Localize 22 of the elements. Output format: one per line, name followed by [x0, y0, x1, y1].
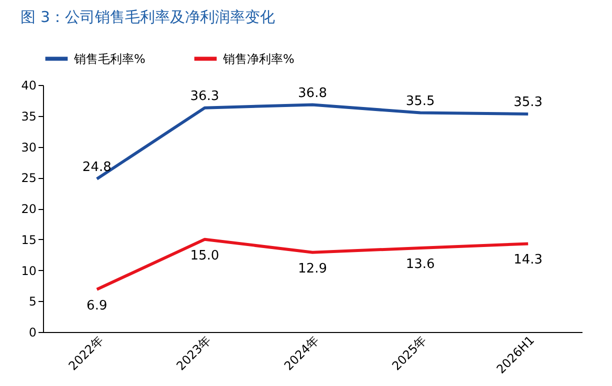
data-label: 35.3 — [514, 95, 543, 110]
data-label: 12.9 — [298, 261, 327, 276]
data-label: 36.8 — [298, 86, 327, 101]
legend-label: 销售毛利率% — [73, 52, 146, 66]
legend-label: 销售净利率% — [222, 52, 294, 66]
data-label: 36.3 — [190, 88, 220, 104]
y-tick-label: 10 — [21, 264, 36, 278]
data-label: 14.3 — [514, 252, 543, 268]
data-label: 24.8 — [82, 160, 112, 175]
data-label: 35.5 — [406, 94, 435, 109]
y-tick-label: 40 — [21, 78, 36, 92]
y-tick-label: 0 — [28, 326, 36, 340]
data-label: 13.6 — [406, 257, 435, 272]
y-tick-label: 5 — [28, 294, 36, 309]
y-tick-label: 30 — [21, 140, 36, 154]
data-label: 15.0 — [190, 248, 220, 264]
y-tick-label: 35 — [21, 109, 36, 124]
y-tick-label: 15 — [21, 232, 36, 247]
chart-title: 图 3：公司销售毛利率及净利润率变化 — [20, 8, 276, 26]
data-label: 6.9 — [86, 298, 108, 314]
y-tick-label: 20 — [21, 202, 36, 216]
y-tick-label: 25 — [21, 171, 36, 186]
